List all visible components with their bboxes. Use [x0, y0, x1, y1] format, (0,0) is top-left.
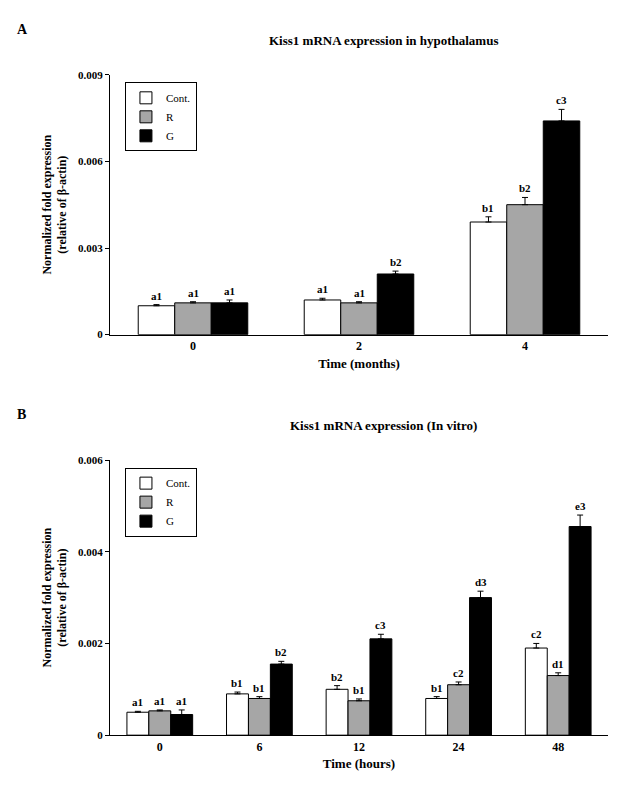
- svg-text:d3: d3: [475, 576, 487, 588]
- svg-text:b2: b2: [331, 671, 343, 683]
- svg-text:6: 6: [256, 740, 262, 754]
- svg-text:G: G: [166, 515, 174, 527]
- svg-text:a1: a1: [151, 290, 162, 302]
- svg-text:b1: b1: [353, 684, 365, 696]
- svg-text:d1: d1: [552, 658, 564, 670]
- svg-text:a1: a1: [354, 287, 365, 299]
- svg-text:a1: a1: [176, 695, 187, 707]
- svg-text:b1: b1: [431, 682, 443, 694]
- svg-text:a1: a1: [132, 696, 143, 708]
- svg-text:0.006: 0.006: [78, 454, 103, 466]
- svg-text:Time (hours): Time (hours): [323, 756, 395, 771]
- svg-text:b2: b2: [519, 182, 531, 194]
- svg-text:Kiss1 mRNA expression (In vitr: Kiss1 mRNA expression (In vitro): [290, 418, 477, 433]
- svg-text:c3: c3: [556, 94, 567, 106]
- svg-text:Normalized fold expression(rel: Normalized fold expression(relative of β…: [40, 134, 70, 274]
- svg-text:0.006: 0.006: [78, 155, 103, 167]
- svg-text:b2: b2: [275, 646, 287, 658]
- svg-text:b1: b1: [253, 682, 265, 694]
- svg-text:12: 12: [353, 740, 365, 754]
- svg-text:0.002: 0.002: [78, 637, 103, 649]
- svg-text:0: 0: [97, 328, 103, 340]
- svg-text:a1: a1: [188, 287, 199, 299]
- svg-text:Cont.: Cont.: [166, 92, 190, 104]
- svg-text:G: G: [166, 130, 174, 142]
- svg-text:0: 0: [190, 339, 196, 353]
- svg-text:e3: e3: [575, 500, 586, 512]
- svg-text:48: 48: [552, 740, 564, 754]
- svg-text:B: B: [17, 407, 26, 422]
- svg-text:a1: a1: [224, 285, 235, 297]
- svg-text:c3: c3: [375, 619, 386, 631]
- svg-text:Kiss1 mRNA expression in hypot: Kiss1 mRNA expression in hypothalamus: [269, 33, 498, 48]
- svg-text:2: 2: [356, 339, 362, 353]
- svg-text:Time (months): Time (months): [318, 356, 400, 371]
- svg-text:A: A: [17, 22, 28, 37]
- svg-text:0: 0: [97, 729, 103, 741]
- svg-text:a1: a1: [154, 695, 165, 707]
- svg-text:b2: b2: [390, 256, 402, 268]
- svg-text:0.009: 0.009: [78, 69, 103, 81]
- svg-text:b1: b1: [482, 202, 494, 214]
- svg-text:24: 24: [453, 740, 465, 754]
- svg-text:c2: c2: [531, 628, 542, 640]
- svg-text:Normalized fold expression(rel: Normalized fold expression(relative of β…: [40, 527, 70, 667]
- svg-text:R: R: [166, 496, 174, 508]
- svg-text:a1: a1: [317, 283, 328, 295]
- svg-text:c2: c2: [453, 667, 464, 679]
- svg-text:R: R: [166, 111, 174, 123]
- svg-text:0.004: 0.004: [78, 546, 103, 558]
- svg-text:b1: b1: [231, 677, 243, 689]
- svg-text:0: 0: [157, 740, 163, 754]
- svg-text:4: 4: [522, 339, 528, 353]
- svg-text:Cont.: Cont.: [166, 477, 190, 489]
- svg-text:0.003: 0.003: [78, 242, 103, 254]
